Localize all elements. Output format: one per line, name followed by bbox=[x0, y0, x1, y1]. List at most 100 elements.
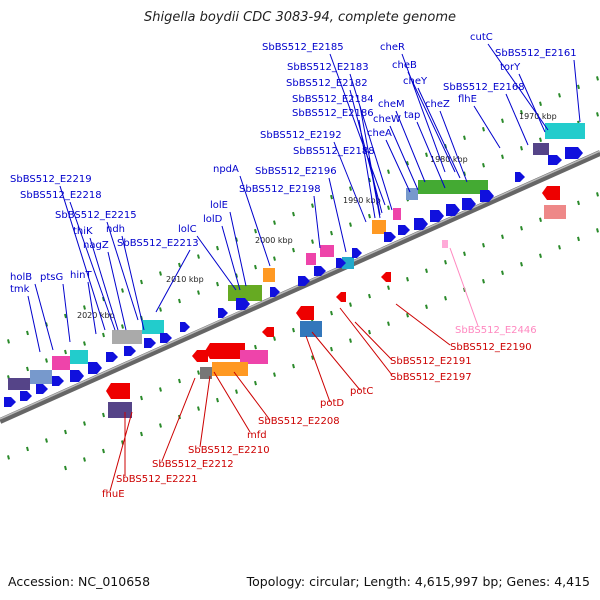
gene-block bbox=[212, 362, 248, 376]
forward-gene-arrow bbox=[548, 155, 562, 165]
forward-gene-arrow bbox=[430, 210, 444, 222]
tick-mark bbox=[178, 378, 181, 384]
gene-block bbox=[544, 205, 566, 219]
forward-gene-arrow bbox=[144, 338, 156, 348]
gene-label: SbBS512_E2184 bbox=[292, 94, 374, 105]
tick-mark bbox=[292, 327, 295, 333]
scale-label: 2020 kbp bbox=[77, 311, 115, 320]
gene-label: torY bbox=[500, 62, 521, 73]
tick-mark bbox=[444, 259, 447, 265]
tick-mark bbox=[577, 236, 580, 242]
tick-mark bbox=[596, 228, 599, 233]
tick-mark bbox=[349, 302, 352, 307]
forward-gene-arrow bbox=[270, 287, 280, 297]
forward-gene-arrow bbox=[218, 308, 228, 318]
leader-line bbox=[417, 87, 461, 179]
gene-label: SbBS512_E2208 bbox=[258, 416, 340, 427]
gene-block bbox=[228, 285, 262, 301]
tick-mark bbox=[273, 372, 276, 377]
gene-block bbox=[393, 208, 401, 220]
leader-line bbox=[407, 71, 456, 173]
tick-mark bbox=[330, 346, 333, 352]
tick-mark bbox=[254, 380, 257, 386]
leader-line bbox=[329, 53, 386, 206]
gene-block bbox=[418, 180, 488, 194]
tick-mark bbox=[596, 76, 599, 81]
gene-label: SbBS512_E2219 bbox=[10, 174, 92, 185]
gene-block bbox=[70, 350, 88, 364]
gene-label: ptsG bbox=[40, 272, 63, 283]
tick-mark bbox=[330, 310, 333, 316]
tick-mark bbox=[140, 395, 143, 401]
tick-mark bbox=[520, 146, 523, 151]
tick-mark bbox=[482, 127, 485, 132]
gene-label: SbBS512_E2446 bbox=[455, 325, 537, 336]
leader-line bbox=[349, 89, 383, 214]
tick-mark bbox=[406, 312, 409, 318]
gene-label: SbBS512_E2188 bbox=[293, 146, 375, 157]
forward-gene-arrow bbox=[314, 266, 326, 276]
tick-mark bbox=[387, 169, 390, 174]
gene-block bbox=[533, 143, 549, 155]
tick-mark bbox=[45, 358, 48, 363]
gene-block bbox=[306, 253, 316, 265]
tick-mark bbox=[330, 230, 333, 236]
tick-mark bbox=[311, 203, 314, 208]
tick-mark bbox=[254, 228, 257, 234]
gene-block bbox=[112, 330, 142, 344]
label-leader-lines bbox=[27, 43, 581, 492]
tick-mark bbox=[254, 264, 257, 270]
scale-label: 2000 kbp bbox=[255, 236, 293, 245]
gene-label: SbBS512_E2198 bbox=[239, 184, 321, 195]
gene-label: cheA bbox=[367, 128, 392, 139]
tick-mark bbox=[140, 431, 143, 437]
gene-label: cutC bbox=[470, 32, 493, 43]
genome-title: Shigella boydii CDC 3083-94, complete ge… bbox=[143, 10, 457, 25]
tick-mark bbox=[292, 363, 295, 369]
gene-label: cheM bbox=[378, 99, 405, 110]
leader-line bbox=[573, 59, 581, 123]
tick-mark bbox=[102, 332, 105, 338]
backbone-line bbox=[0, 150, 600, 424]
tick-mark bbox=[83, 421, 86, 426]
leader-line bbox=[161, 377, 196, 462]
tick-mark bbox=[349, 338, 352, 343]
leader-line bbox=[473, 105, 501, 149]
tick-mark bbox=[197, 290, 200, 295]
tick-mark bbox=[406, 276, 409, 282]
forward-gene-arrow bbox=[446, 204, 460, 216]
tick-mark bbox=[83, 305, 86, 310]
gene-label: thiK bbox=[73, 226, 93, 237]
forward-gene-arrow bbox=[160, 333, 172, 343]
leader-line bbox=[106, 221, 139, 321]
tick-mark bbox=[216, 281, 219, 287]
gene-label: SbBS512_E2210 bbox=[188, 445, 270, 456]
tick-mark bbox=[311, 239, 314, 244]
leader-line bbox=[62, 283, 71, 343]
leader-line bbox=[349, 73, 393, 211]
tick-mark bbox=[197, 370, 200, 375]
leader-line bbox=[239, 175, 271, 267]
tick-mark bbox=[273, 336, 276, 341]
tick-mark bbox=[83, 457, 86, 462]
forward-gene-arrow bbox=[124, 346, 136, 356]
tick-mark bbox=[463, 135, 466, 140]
tick-mark bbox=[121, 324, 124, 329]
tick-mark bbox=[159, 271, 162, 276]
tick-mark bbox=[7, 339, 10, 344]
leader-line bbox=[69, 201, 116, 331]
gene-label: flhE bbox=[458, 94, 477, 105]
tick-mark bbox=[121, 288, 124, 293]
leader-line bbox=[339, 307, 393, 376]
tick-mark bbox=[330, 194, 333, 200]
leader-line bbox=[449, 247, 479, 327]
leader-line bbox=[109, 411, 133, 492]
forward-gene-arrow bbox=[106, 352, 118, 362]
gene-label: SbBS512_E2182 bbox=[286, 78, 368, 89]
tick-mark bbox=[596, 112, 599, 117]
tick-mark bbox=[596, 192, 599, 197]
gene-label: cheW bbox=[373, 114, 401, 125]
gene-label: SbBS512_E2190 bbox=[450, 342, 532, 353]
